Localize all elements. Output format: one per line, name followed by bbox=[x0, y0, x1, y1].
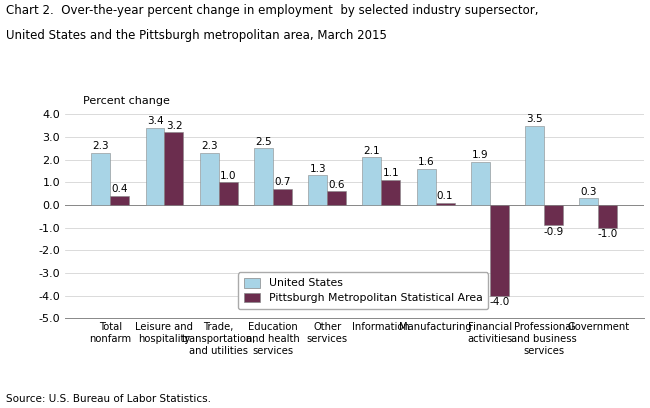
Text: Percent change: Percent change bbox=[83, 96, 170, 106]
Bar bbox=[308, 175, 327, 205]
Bar bbox=[490, 205, 509, 295]
Bar bbox=[273, 189, 292, 205]
Text: 1.1: 1.1 bbox=[383, 169, 399, 178]
Bar bbox=[91, 153, 111, 205]
Text: 2.3: 2.3 bbox=[92, 141, 109, 151]
Text: 3.2: 3.2 bbox=[166, 121, 182, 131]
Text: 0.4: 0.4 bbox=[112, 184, 128, 194]
Text: United States and the Pittsburgh metropolitan area, March 2015: United States and the Pittsburgh metropo… bbox=[6, 29, 387, 42]
Bar bbox=[436, 203, 454, 205]
Text: 1.9: 1.9 bbox=[472, 150, 489, 160]
Text: 2.1: 2.1 bbox=[363, 146, 380, 156]
Text: Source: U.S. Bureau of Labor Statistics.: Source: U.S. Bureau of Labor Statistics. bbox=[6, 394, 211, 404]
Bar bbox=[363, 157, 382, 205]
Text: -0.9: -0.9 bbox=[543, 227, 564, 237]
Text: 0.6: 0.6 bbox=[328, 180, 345, 190]
Text: 1.0: 1.0 bbox=[220, 171, 237, 181]
Text: Chart 2.  Over-the-year percent change in employment  by selected industry super: Chart 2. Over-the-year percent change in… bbox=[6, 4, 539, 17]
Text: 0.3: 0.3 bbox=[580, 186, 597, 197]
Text: 1.3: 1.3 bbox=[309, 164, 326, 174]
Legend: United States, Pittsburgh Metropolitan Statistical Area: United States, Pittsburgh Metropolitan S… bbox=[238, 273, 488, 309]
Bar bbox=[579, 198, 598, 205]
Text: 2.3: 2.3 bbox=[201, 141, 218, 151]
Bar bbox=[200, 153, 218, 205]
Text: -4.0: -4.0 bbox=[489, 297, 510, 307]
Text: -1.0: -1.0 bbox=[597, 229, 618, 239]
Bar bbox=[111, 196, 129, 205]
Bar bbox=[146, 128, 164, 205]
Text: 3.5: 3.5 bbox=[526, 114, 543, 124]
Bar bbox=[164, 132, 183, 205]
Bar bbox=[544, 205, 563, 225]
Bar bbox=[218, 182, 238, 205]
Bar bbox=[327, 191, 346, 205]
Text: 0.7: 0.7 bbox=[274, 177, 291, 187]
Text: 0.1: 0.1 bbox=[437, 191, 453, 201]
Text: 1.6: 1.6 bbox=[418, 157, 434, 167]
Bar bbox=[525, 126, 544, 205]
Bar bbox=[382, 180, 400, 205]
Text: 2.5: 2.5 bbox=[255, 137, 272, 146]
Bar bbox=[598, 205, 618, 228]
Bar bbox=[471, 162, 490, 205]
Bar bbox=[417, 169, 436, 205]
Text: 3.4: 3.4 bbox=[147, 116, 163, 126]
Bar bbox=[254, 148, 273, 205]
